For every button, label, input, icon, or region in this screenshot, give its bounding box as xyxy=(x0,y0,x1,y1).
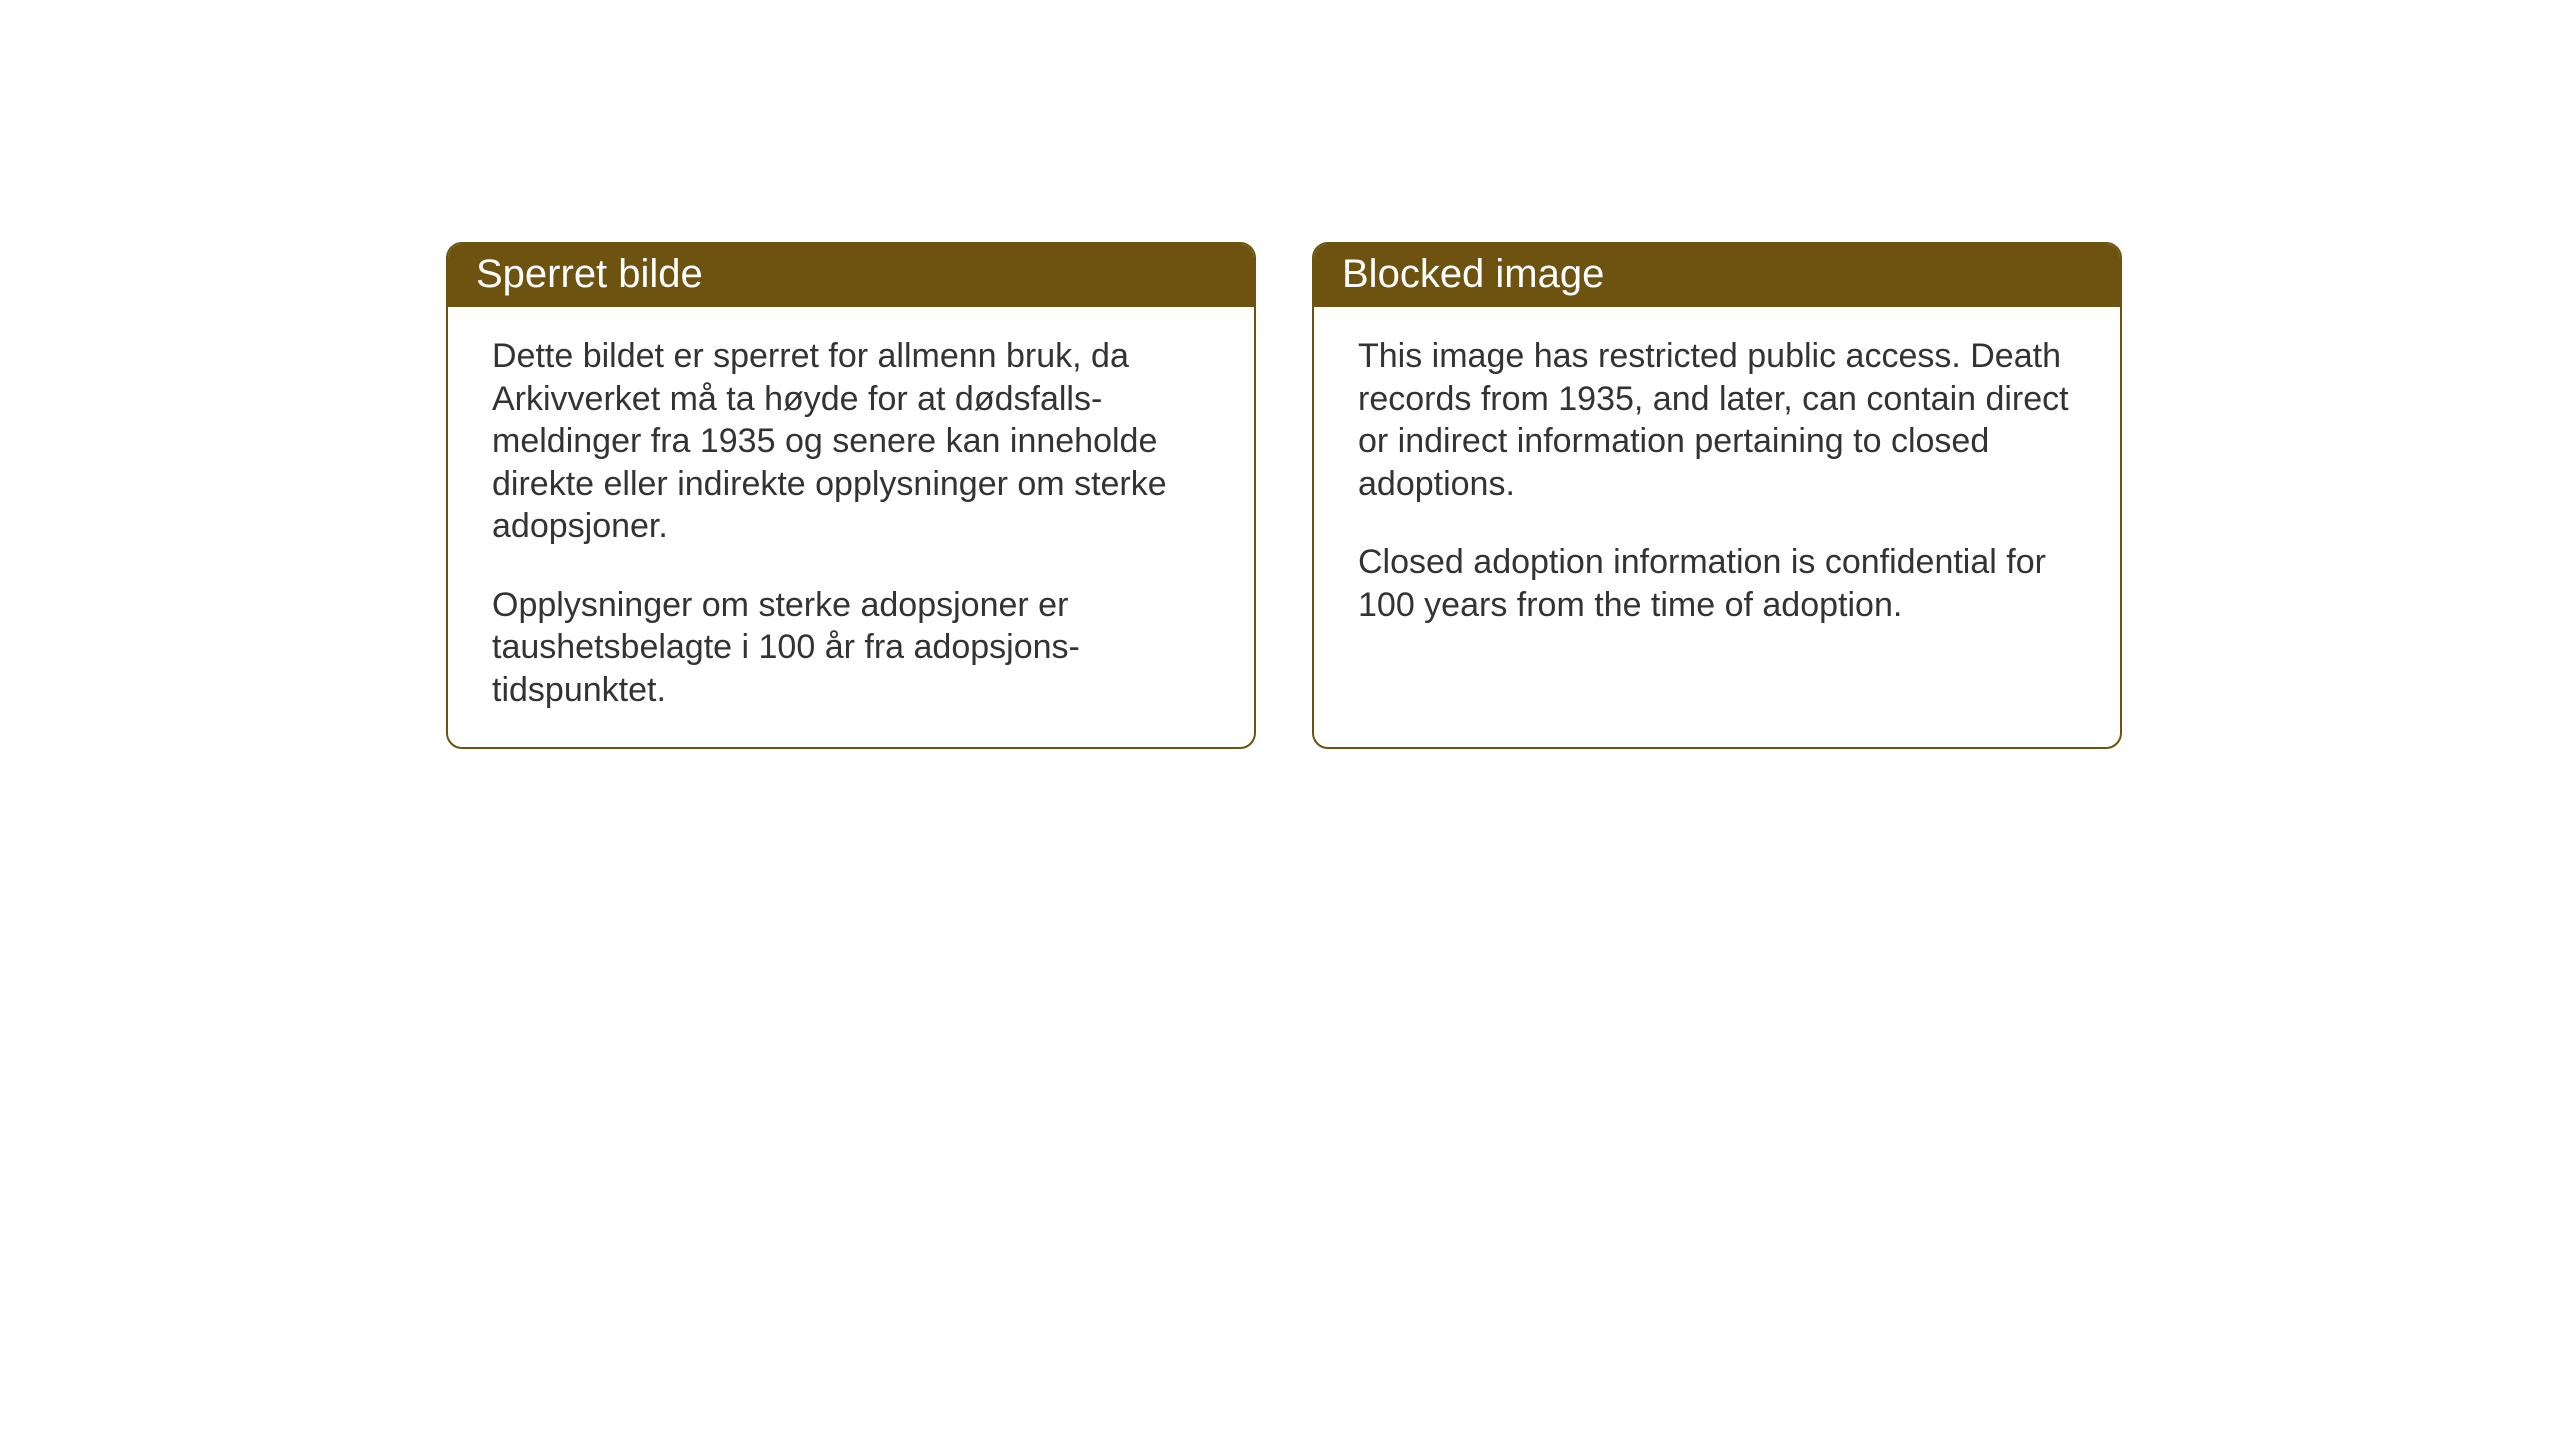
notice-container: Sperret bilde Dette bildet er sperret fo… xyxy=(446,242,2122,749)
notice-title-english: Blocked image xyxy=(1314,244,2120,307)
notice-paragraph-2-norwegian: Opplysninger om sterke adopsjoner er tau… xyxy=(492,584,1210,712)
notice-body-english: This image has restricted public access.… xyxy=(1314,307,2120,662)
notice-body-norwegian: Dette bildet er sperret for allmenn bruk… xyxy=(448,307,1254,747)
notice-card-english: Blocked image This image has restricted … xyxy=(1312,242,2122,749)
notice-paragraph-1-english: This image has restricted public access.… xyxy=(1358,335,2076,505)
notice-title-norwegian: Sperret bilde xyxy=(448,244,1254,307)
notice-paragraph-2-english: Closed adoption information is confident… xyxy=(1358,541,2076,626)
notice-paragraph-1-norwegian: Dette bildet er sperret for allmenn bruk… xyxy=(492,335,1210,548)
notice-card-norwegian: Sperret bilde Dette bildet er sperret fo… xyxy=(446,242,1256,749)
